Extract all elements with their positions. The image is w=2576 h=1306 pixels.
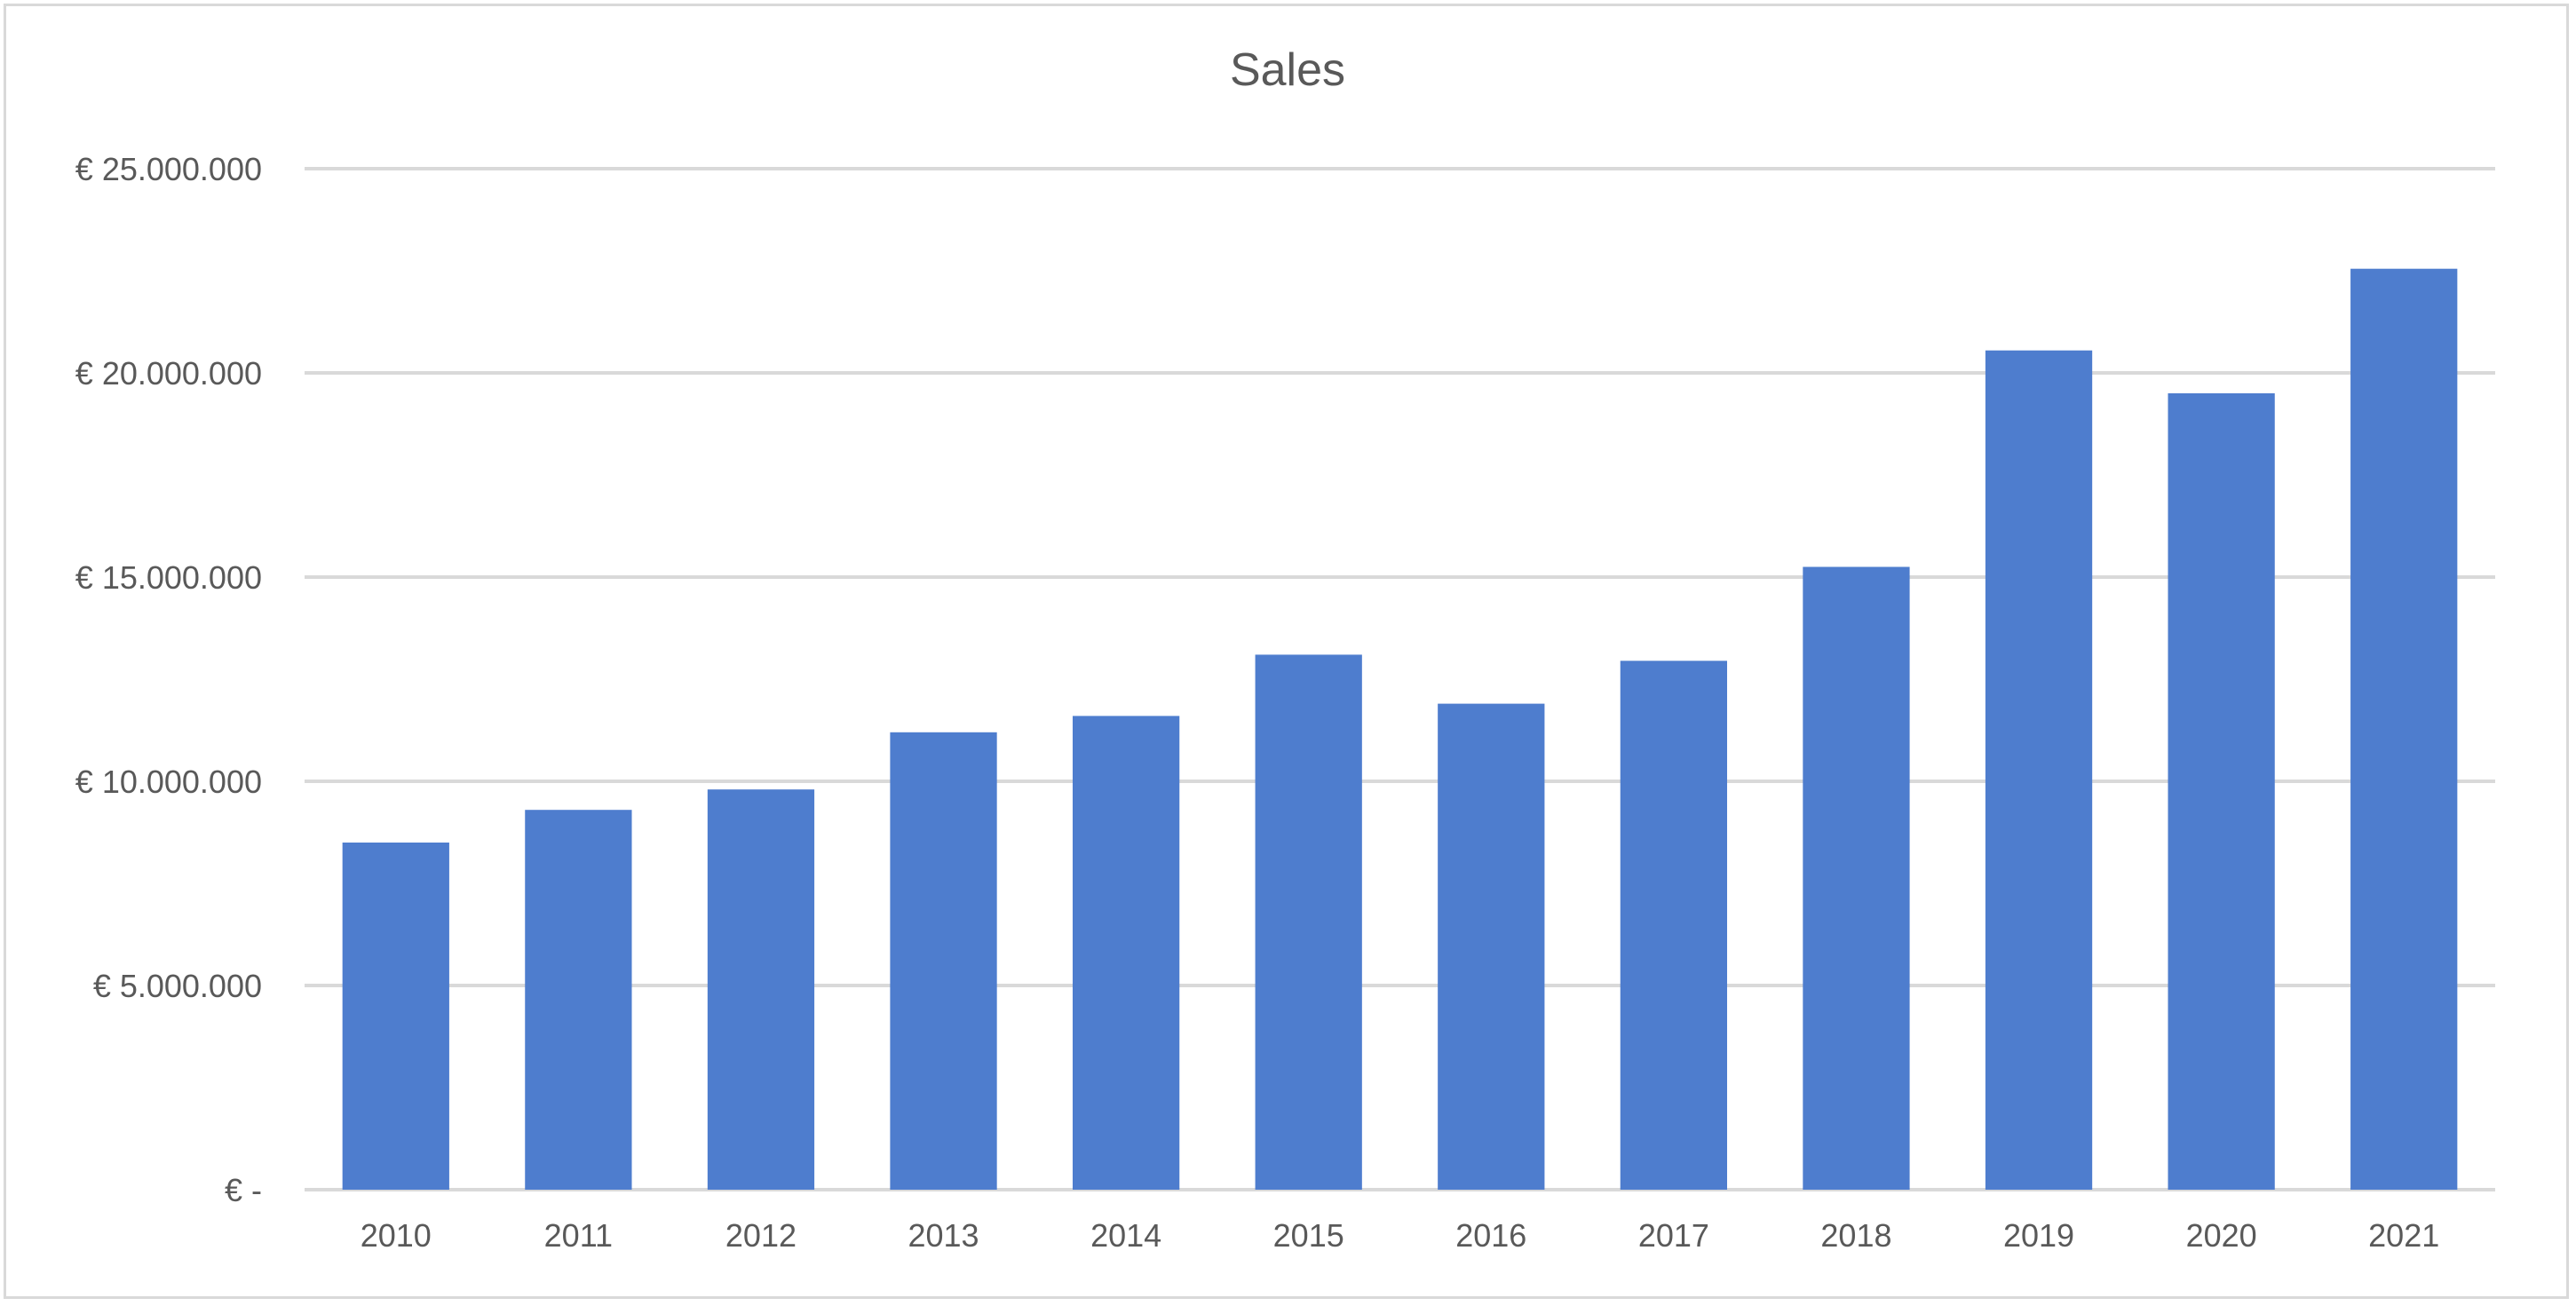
- x-tick-label: 2011: [544, 1217, 613, 1254]
- bar-2018: [1803, 566, 1910, 1190]
- y-axis-tick-labels: € - € 5.000.000 € 10.000.000 € 15.000.000 € …: [75, 151, 262, 1208]
- bar-2015: [1255, 654, 1362, 1190]
- x-tick-label: 2015: [1273, 1217, 1344, 1254]
- x-tick-label: 2018: [1820, 1217, 1891, 1254]
- x-tick-label: 2010: [361, 1217, 432, 1254]
- bar-2010: [342, 843, 449, 1190]
- x-tick-label: 2019: [2003, 1217, 2074, 1254]
- bar-2020: [2168, 393, 2275, 1190]
- x-tick-label: 2012: [725, 1217, 797, 1254]
- x-tick-label: 2017: [1638, 1217, 1709, 1254]
- y-tick-label: € 20.000.000: [75, 355, 262, 392]
- chart-title: Sales: [1230, 44, 1345, 96]
- bar-2013: [890, 732, 997, 1190]
- bar-2014: [1072, 716, 1180, 1190]
- x-tick-label: 2020: [2186, 1217, 2257, 1254]
- y-tick-label: € 10.000.000: [75, 764, 262, 800]
- x-tick-label: 2016: [1455, 1217, 1526, 1254]
- bar-2016: [1438, 703, 1545, 1190]
- x-tick-label: 2013: [908, 1217, 979, 1254]
- bar-2019: [1985, 350, 2093, 1190]
- y-tick-label: € -: [225, 1172, 262, 1208]
- gridlines: [305, 167, 2495, 1191]
- x-tick-label: 2021: [2368, 1217, 2439, 1254]
- bar-2021: [2350, 268, 2458, 1191]
- x-tick-label: 2014: [1090, 1217, 1161, 1254]
- bars: [342, 268, 2458, 1191]
- bar-2017: [1620, 661, 1728, 1190]
- y-tick-label: € 25.000.000: [75, 151, 262, 187]
- bar-2011: [525, 810, 632, 1190]
- y-tick-label: € 5.000.000: [93, 968, 262, 1004]
- bar-2012: [707, 789, 815, 1190]
- x-axis-tick-labels: 2010 2011 2012 2013 2014 2015 2016 2017 2018 2019…: [361, 1217, 2440, 1254]
- y-tick-label: € 15.000.000: [75, 559, 262, 596]
